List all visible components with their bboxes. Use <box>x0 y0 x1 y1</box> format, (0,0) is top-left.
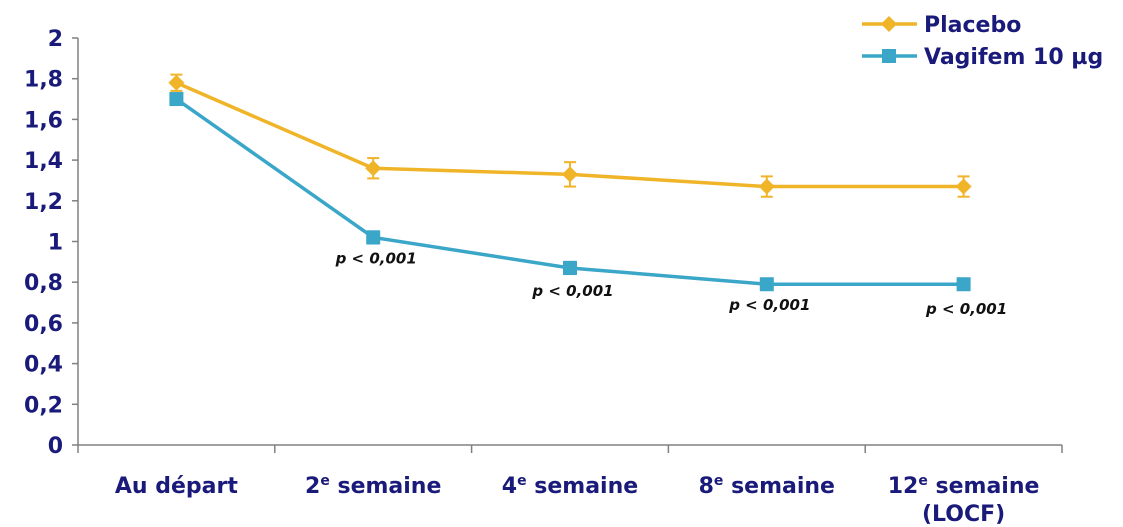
p-value-label: p < 0,001 <box>925 300 1007 318</box>
data-point <box>168 74 185 91</box>
y-tick-label: 0,2 <box>24 393 63 418</box>
chart-legend: Placebo Vagifem 10 µg <box>862 13 1103 70</box>
y-tick-label: 0,4 <box>24 353 63 378</box>
data-point <box>366 230 381 245</box>
p-value-label: p < 0,001 <box>335 249 417 267</box>
x-tick-label: 2e semaine <box>305 473 441 499</box>
legend-marker <box>881 16 897 32</box>
y-tick-label: 1,2 <box>24 190 63 215</box>
series-vagifem <box>169 92 971 292</box>
series-placebo <box>168 73 972 198</box>
series-layer <box>168 73 972 292</box>
y-tick-label: 1,6 <box>24 108 63 133</box>
data-point <box>955 178 972 195</box>
x-tick-label: 12e semaine <box>888 473 1040 499</box>
legend-label: Placebo <box>924 13 1021 38</box>
y-tick-label: 2 <box>48 27 63 52</box>
y-tick-label: 0,6 <box>24 312 63 337</box>
x-axis-ticks: Au départ 2e semaine 4e semaine 8e semaine 1… <box>77 445 1063 527</box>
data-point <box>365 160 382 177</box>
data-point <box>956 277 971 292</box>
y-tick-label: 1,8 <box>24 68 63 93</box>
y-tick-label: 1,4 <box>24 149 63 174</box>
y-tick-label: 0,8 <box>24 271 63 296</box>
legend-label: Vagifem 10 µg <box>924 45 1103 70</box>
y-axis-ticks: 0 0,2 0,4 0,6 0,8 1 1,2 1,4 1,6 1,8 2 <box>24 27 78 459</box>
p-value-annotations: p < 0,001 p < 0,001 p < 0,001 p < 0,001 <box>335 249 1008 318</box>
chart-axes <box>77 38 1062 446</box>
y-tick-label: 0 <box>48 434 63 459</box>
data-point <box>758 178 775 195</box>
data-point <box>169 92 184 107</box>
data-point <box>563 260 577 275</box>
data-point <box>759 277 774 292</box>
x-tick-label: Au départ <box>115 474 238 499</box>
x-tick-label: 4e semaine <box>502 473 638 499</box>
x-tick-label-line2: (LOCF) <box>922 502 1005 527</box>
p-value-label: p < 0,001 <box>728 296 810 314</box>
series-line <box>175 97 964 286</box>
x-tick-label: 8e semaine <box>699 473 835 499</box>
y-tick-label: 1 <box>48 231 63 256</box>
legend-marker <box>882 49 896 63</box>
data-point <box>562 166 578 183</box>
p-value-label: p < 0,001 <box>531 282 613 300</box>
